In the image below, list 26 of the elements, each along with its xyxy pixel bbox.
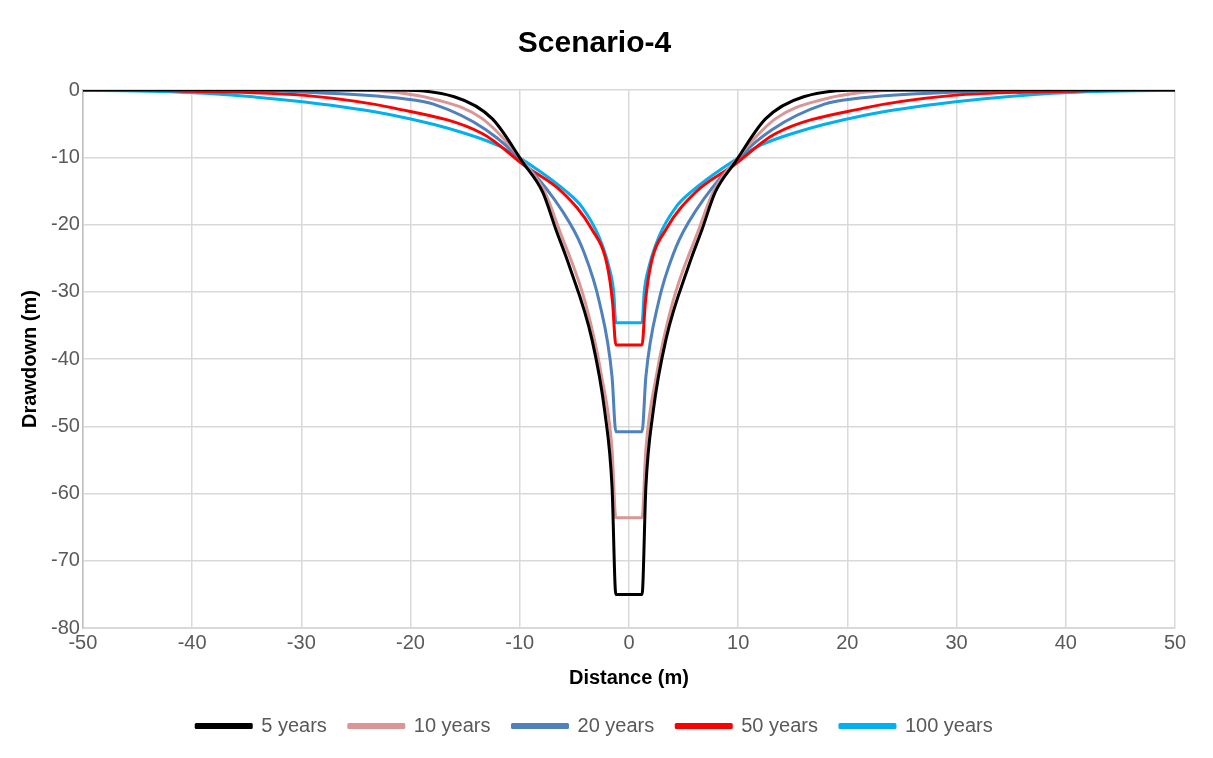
- x-tick-label: -10: [505, 630, 535, 653]
- y-tick-label: -70: [51, 548, 80, 571]
- x-tick-label: 20: [836, 630, 859, 653]
- x-tick-label: 50: [1163, 630, 1187, 653]
- x-tick-label: 0: [623, 630, 635, 653]
- legend-label: 10 years: [413, 713, 491, 736]
- y-tick-label: -50: [51, 413, 80, 436]
- legend-label: 20 years: [577, 713, 655, 736]
- y-tick-label: -30: [51, 279, 80, 302]
- x-tick-label: 10: [727, 630, 750, 653]
- x-tick-label: -40: [177, 630, 207, 653]
- y-tick-label: -60: [51, 481, 80, 504]
- y-tick-label: 0: [68, 77, 80, 100]
- chart-title: Scenario-4: [517, 25, 672, 59]
- x-tick-label: 40: [1054, 630, 1077, 653]
- legend-label: 50 years: [741, 713, 818, 736]
- x-axis-title: Distance (m): [568, 665, 689, 688]
- x-tick-label: -30: [286, 630, 316, 653]
- y-tick-label: -40: [51, 346, 80, 369]
- legend-label: 100 years: [904, 713, 993, 736]
- x-tick-label: -20: [396, 630, 425, 653]
- x-tick-label: 30: [945, 630, 968, 653]
- y-tick-label: -10: [51, 144, 80, 167]
- y-axis-title: Drawdown (m): [17, 290, 40, 428]
- legend-label: 5 years: [261, 713, 327, 736]
- y-tick-label: -20: [51, 212, 80, 235]
